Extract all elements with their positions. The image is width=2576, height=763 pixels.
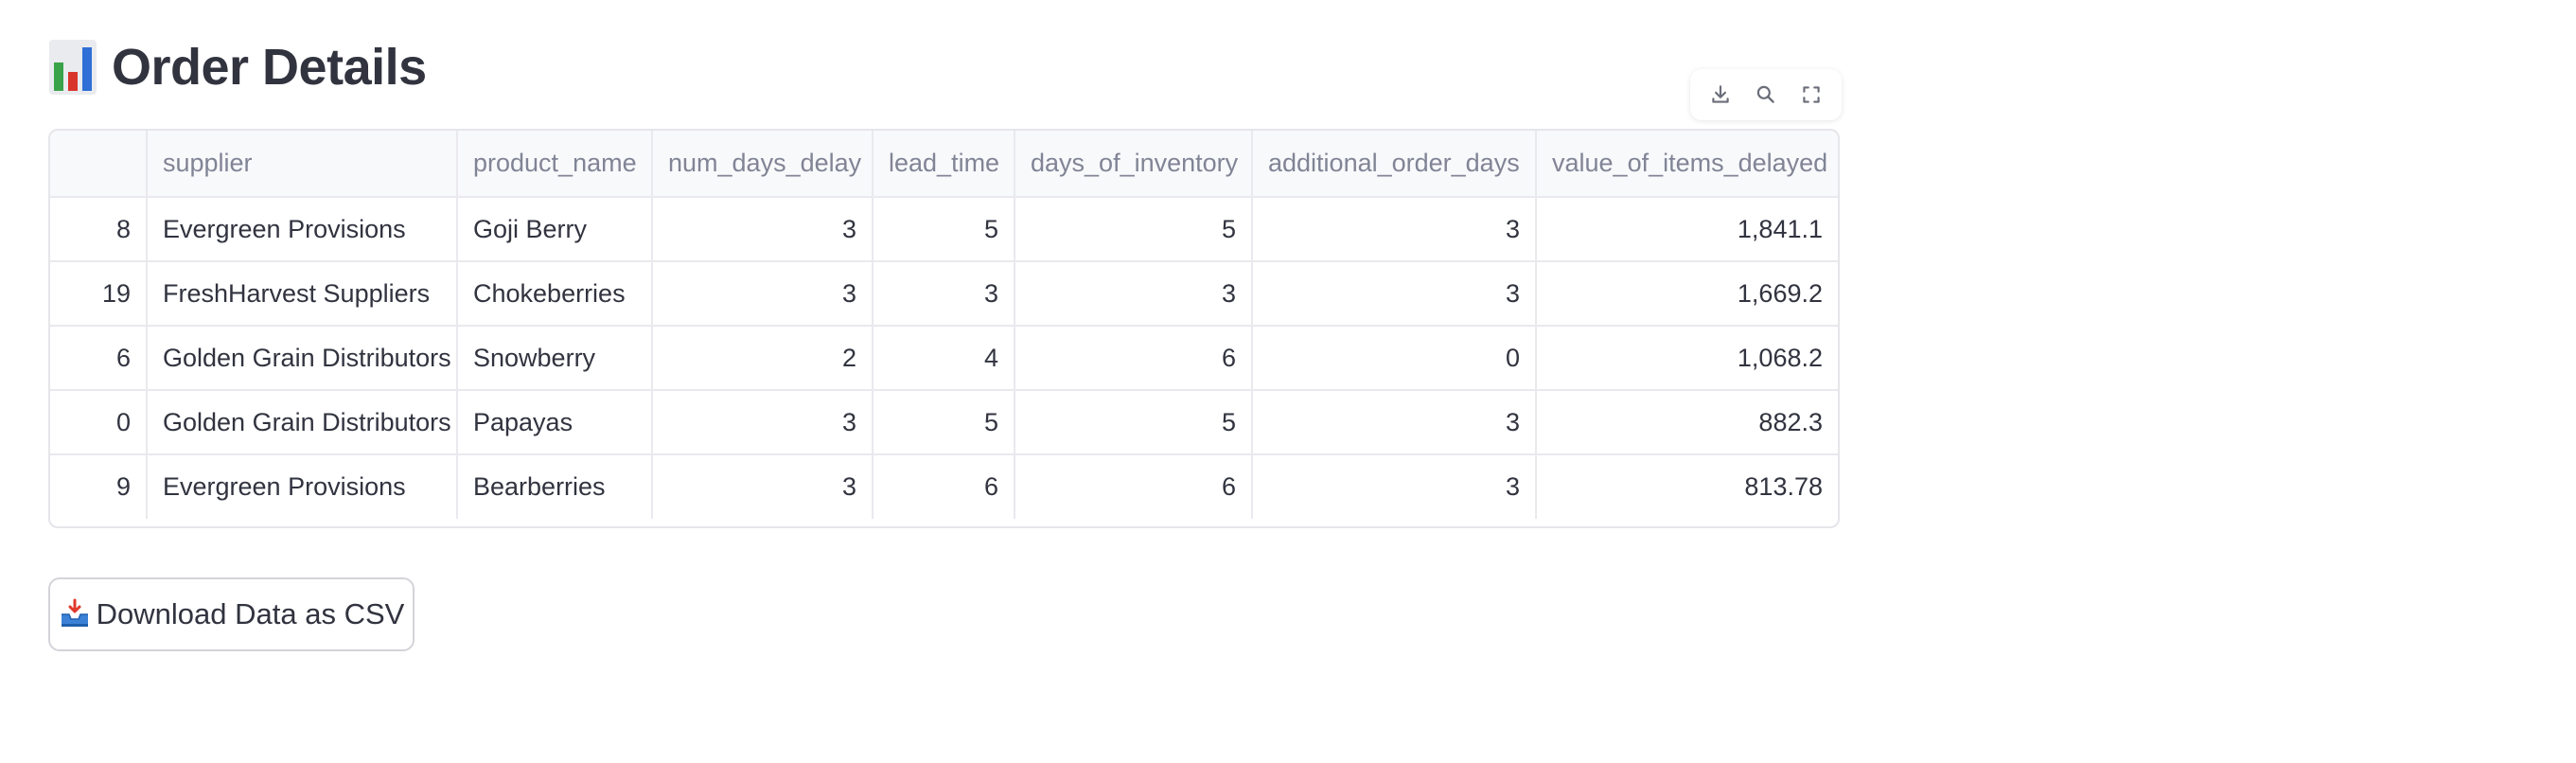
cell-lead-time[interactable]: 4 — [873, 326, 1015, 391]
cell-product-name[interactable]: Bearberries — [457, 454, 653, 519]
bar-chart-icon — [49, 40, 97, 95]
inbox-tray-icon — [59, 598, 91, 630]
column-header-lead-time[interactable]: lead_time — [873, 131, 1015, 198]
cell-lead-time[interactable]: 5 — [873, 390, 1015, 455]
cell-value-of-items-delayed[interactable]: 1,068.2 — [1536, 326, 1838, 391]
cell-days-of-inventory[interactable]: 5 — [1015, 197, 1253, 262]
search-table-button[interactable] — [1747, 76, 1785, 114]
cell-num-days-delay[interactable]: 3 — [652, 390, 873, 455]
download-table-button[interactable] — [1702, 76, 1739, 114]
row-index[interactable]: 19 — [50, 261, 148, 327]
row-index[interactable]: 9 — [50, 454, 148, 519]
cell-product-name[interactable]: Papayas — [457, 390, 653, 455]
cell-supplier[interactable]: FreshHarvest Suppliers — [147, 261, 458, 327]
cell-additional-order-days[interactable]: 3 — [1252, 261, 1537, 327]
row-index[interactable]: 8 — [50, 197, 148, 262]
column-header-additional-order-days[interactable]: additional_order_days — [1252, 131, 1537, 198]
cell-value-of-items-delayed[interactable]: 1,669.2 — [1536, 261, 1838, 327]
column-header-product-name[interactable]: product_name — [457, 131, 653, 198]
table-row: 8 Evergreen Provisions Goji Berry 3 5 5 … — [50, 197, 1838, 262]
cell-additional-order-days[interactable]: 3 — [1252, 390, 1537, 455]
column-header-num-days-delay[interactable]: num_days_delay — [652, 131, 873, 198]
table-row: 0 Golden Grain Distributors Papayas 3 5 … — [50, 390, 1838, 455]
cell-num-days-delay[interactable]: 3 — [652, 454, 873, 519]
cell-num-days-delay[interactable]: 2 — [652, 326, 873, 391]
cell-lead-time[interactable]: 5 — [873, 197, 1015, 262]
fullscreen-table-button[interactable] — [1792, 76, 1830, 114]
cell-supplier[interactable]: Evergreen Provisions — [147, 197, 458, 262]
cell-additional-order-days[interactable]: 3 — [1252, 197, 1537, 262]
cell-product-name[interactable]: Chokeberries — [457, 261, 653, 327]
cell-product-name[interactable]: Snowberry — [457, 326, 653, 391]
fullscreen-icon — [1803, 86, 1820, 103]
page-title: Order Details — [112, 39, 427, 96]
column-header-supplier[interactable]: supplier — [147, 131, 458, 198]
cell-value-of-items-delayed[interactable]: 1,841.1 — [1536, 197, 1838, 262]
table-toolbar — [1690, 69, 1842, 120]
cell-product-name[interactable]: Goji Berry — [457, 197, 653, 262]
cell-days-of-inventory[interactable]: 6 — [1015, 326, 1253, 391]
cell-days-of-inventory[interactable]: 3 — [1015, 261, 1253, 327]
table-header-row: supplier product_name num_days_delay lea… — [50, 131, 1838, 198]
download-csv-button[interactable]: Download Data as CSV — [48, 577, 415, 651]
table-row: 9 Evergreen Provisions Bearberries 3 6 6… — [50, 454, 1838, 519]
cell-num-days-delay[interactable]: 3 — [652, 261, 873, 327]
download-icon — [1712, 85, 1729, 103]
table-row: 19 FreshHarvest Suppliers Chokeberries 3… — [50, 261, 1838, 327]
cell-days-of-inventory[interactable]: 5 — [1015, 390, 1253, 455]
cell-additional-order-days[interactable]: 3 — [1252, 454, 1537, 519]
column-header-value-of-items-delayed[interactable]: value_of_items_delayed — [1536, 131, 1838, 198]
column-header-index[interactable] — [50, 131, 148, 198]
cell-supplier[interactable]: Golden Grain Distributors — [147, 326, 458, 391]
cell-additional-order-days[interactable]: 0 — [1252, 326, 1537, 391]
cell-value-of-items-delayed[interactable]: 813.78 — [1744, 472, 1823, 501]
search-icon — [1756, 85, 1774, 103]
cell-num-days-delay[interactable]: 3 — [652, 197, 873, 262]
cell-supplier[interactable]: Evergreen Provisions — [147, 454, 458, 519]
download-csv-label: Download Data as CSV — [96, 597, 405, 630]
cell-lead-time[interactable]: 6 — [873, 454, 1015, 519]
title-row: Order Details — [49, 34, 427, 100]
cell-supplier[interactable]: Golden Grain Distributors — [147, 390, 458, 455]
column-header-days-of-inventory[interactable]: days_of_inventory — [1015, 131, 1253, 198]
data-table[interactable]: supplier product_name num_days_delay lea… — [48, 129, 1840, 528]
table-row: 6 Golden Grain Distributors Snowberry 2 … — [50, 326, 1838, 391]
cell-value-of-items-delayed[interactable]: 882.3 — [1536, 390, 1838, 455]
cell-days-of-inventory[interactable]: 6 — [1015, 454, 1253, 519]
row-index[interactable]: 6 — [50, 326, 148, 391]
row-index[interactable]: 0 — [50, 390, 148, 455]
cell-lead-time[interactable]: 3 — [873, 261, 1015, 327]
